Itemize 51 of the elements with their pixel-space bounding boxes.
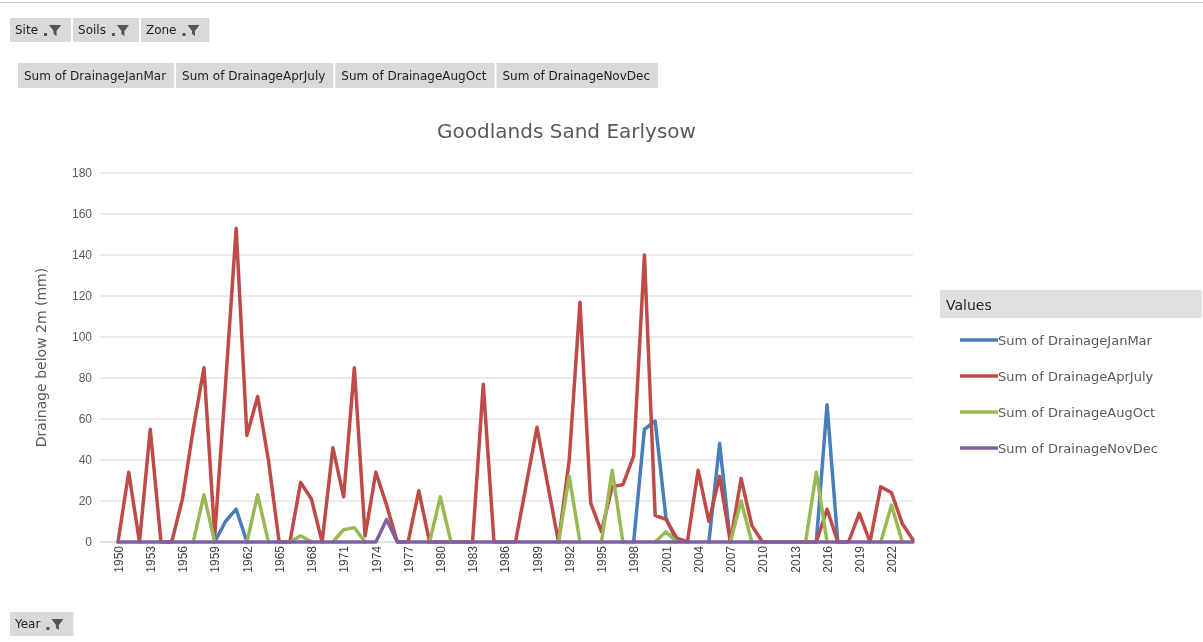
x-tick-label: 1965 [272, 545, 287, 573]
x-tick-label: 2004 [691, 545, 706, 573]
x-tick-label: 1956 [176, 545, 191, 573]
x-tick-label: 1980 [434, 545, 448, 573]
line-series [116, 226, 915, 544]
y-axis-title: Drainage below 2m (mm) [33, 267, 49, 448]
field-button: Sum of DrainageAugOct [335, 63, 495, 88]
field-button: Sum of DrainageNovDec [496, 63, 659, 88]
legend-label: Sum of DrainageJanMar [998, 333, 1153, 348]
x-tick-label: 2007 [724, 545, 739, 573]
legend-title: Values [946, 297, 992, 313]
legend-label: Sum of DrainageNovDec [998, 441, 1158, 456]
y-tick-label: 140 [71, 248, 93, 263]
y-tick-label: 0 [85, 535, 93, 550]
filter-field-button: Site [10, 18, 72, 42]
x-tick-label: 2010 [756, 545, 771, 573]
chart-title: Goodlands Sand Earlysow [437, 119, 696, 143]
y-tick-label: 120 [71, 289, 93, 304]
y-tick-label: 80 [78, 371, 93, 386]
legend-label: Sum of DrainageAugOct [998, 405, 1156, 420]
x-tick-label: 1974 [369, 545, 384, 573]
y-tick-label: 40 [78, 453, 93, 468]
x-tick-label: 2016 [820, 545, 835, 573]
legend-label: Sum of DrainageAprJuly [998, 369, 1154, 384]
x-tick-label: 2013 [788, 545, 803, 573]
x-tick-label: 2022 [885, 545, 900, 573]
y-tick-label: 180 [71, 166, 93, 181]
y-tick-label: 20 [78, 494, 93, 509]
filter-field-button: Year [10, 612, 74, 636]
x-tick-label: 1983 [466, 545, 481, 573]
field-button: Sum of DrainageJanMar [18, 63, 175, 88]
x-tick-label: 1950 [111, 545, 126, 573]
x-tick-label: 1995 [595, 545, 610, 573]
x-tick-label: 2001 [659, 545, 674, 573]
filter-field-button: Soils [73, 18, 139, 42]
x-tick-label: 1953 [143, 545, 158, 573]
y-tick-label: 160 [71, 207, 93, 222]
x-tick-label: 1968 [305, 545, 320, 573]
x-tick-label: 2019 [852, 545, 867, 573]
x-tick-label: 1971 [337, 545, 352, 573]
y-tick-label: 100 [71, 330, 93, 345]
x-tick-label: 1992 [562, 545, 577, 573]
filter-field-button: Zone [140, 18, 210, 42]
x-tick-label: 1989 [530, 545, 545, 573]
x-tick-label: 1959 [208, 545, 223, 573]
y-tick-label: 60 [78, 412, 93, 427]
x-tick-label: 1986 [498, 545, 513, 573]
x-tick-label: 1977 [401, 545, 416, 573]
x-tick-label: 1962 [240, 545, 255, 573]
x-tick-label: 1998 [627, 545, 642, 573]
field-button: Sum of DrainageAprJuly [176, 63, 334, 88]
